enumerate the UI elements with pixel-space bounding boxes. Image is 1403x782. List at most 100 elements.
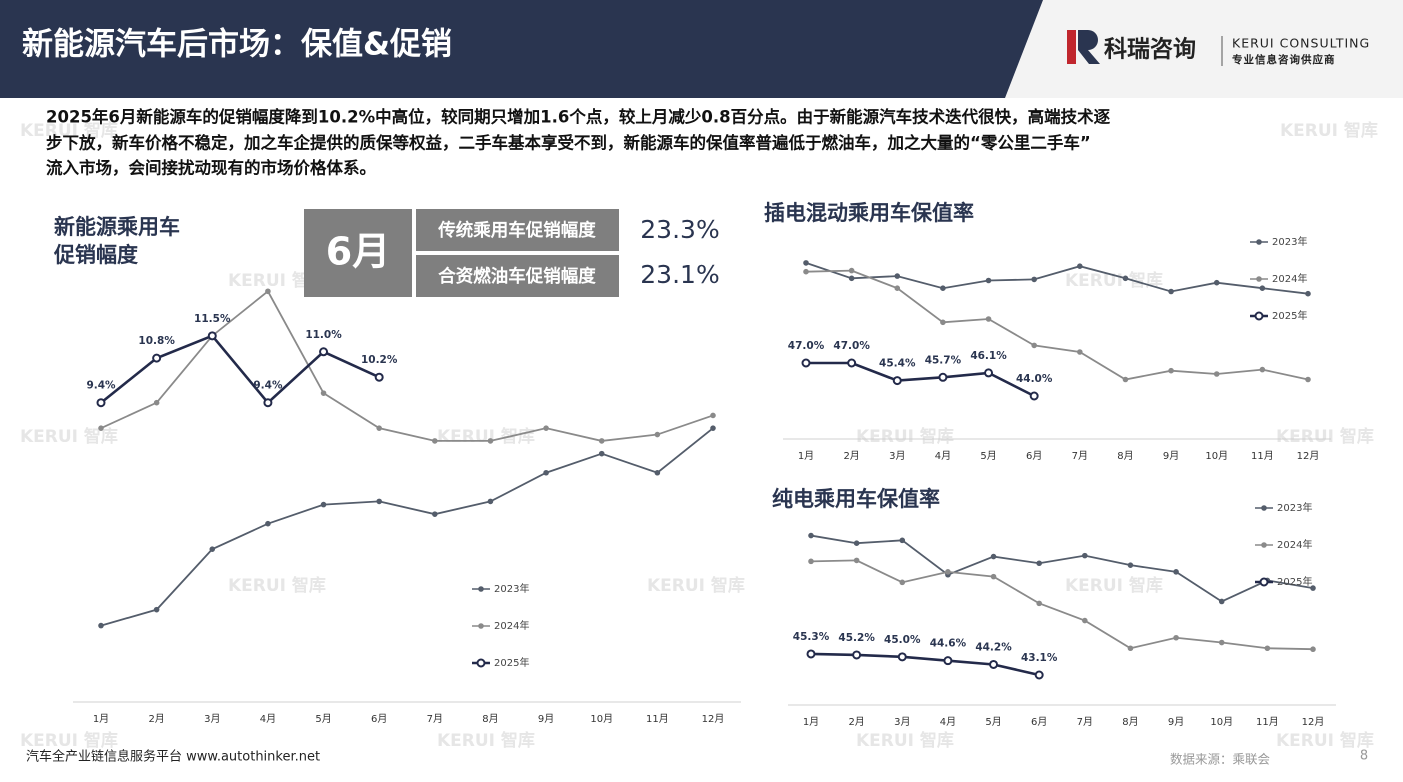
footer-left: 汽车全产业链信息服务平台 www.autothinker.net [26,749,320,765]
point [848,267,855,274]
point [803,268,809,275]
x-tick-label: 11月 [1251,450,1274,462]
watermark: KERUI 智库 [1276,426,1374,447]
series-line [100,289,714,442]
legend-label: 2025年 [494,656,529,669]
series-line [810,652,1040,677]
point [265,520,271,527]
point [853,540,860,547]
point [1213,279,1220,286]
x-tick-label: 12月 [1302,716,1325,728]
x-tick-label: 8月 [1122,716,1138,728]
point [320,390,327,396]
point [808,532,814,539]
point [1305,290,1311,297]
logo-icon [1067,30,1100,64]
point [432,438,438,444]
series-line [810,559,1314,651]
x-tick-label: 2月 [148,713,164,725]
point [899,537,906,544]
point [938,372,948,382]
page-number: 8 [1360,749,1368,764]
series-line [810,534,1314,603]
x-tick-label: 6月 [1031,716,1047,728]
point [990,553,997,560]
watermark: KERUI 智库 [1065,270,1163,291]
legend-label: 2024年 [1272,272,1307,285]
legend-marker [1256,276,1262,282]
x-tick-label: 9月 [538,713,554,725]
point [1305,376,1311,383]
legend-marker [478,623,484,629]
data-label: 44.6% [930,638,967,650]
x-tick-label: 9月 [1168,716,1184,728]
legend-label: 2024年 [494,619,529,632]
x-tick-label: 6月 [1026,450,1042,462]
point [153,606,160,613]
legend-marker [1261,542,1267,548]
legend-label: 2023年 [494,582,529,595]
point [985,316,992,322]
point [1036,560,1042,567]
point [1077,263,1083,270]
x-tick-label: 4月 [260,713,276,725]
data-label: 43.1% [1021,652,1058,664]
x-tick-label: 7月 [427,713,443,725]
point [990,573,997,580]
point [989,659,999,669]
legend-label: 2025年 [1272,309,1307,322]
chart-title: 插电混动乘用车保值率 [764,201,974,225]
point [899,579,906,586]
brand: 科瑞咨询 [1104,36,1196,63]
legend-marker [476,658,486,668]
legend-marker [1261,505,1267,511]
point [894,273,901,279]
point [1082,552,1088,559]
point [1218,598,1225,605]
watermark: KERUI 智库 [1276,730,1374,751]
point [1218,639,1225,646]
data-label: 45.3% [793,631,830,643]
point [432,511,438,517]
watermark: KERUI 智库 [1280,120,1378,141]
point [152,353,162,363]
point [1173,634,1179,641]
legend-label: 2024年 [1277,538,1312,551]
data-label: 45.7% [925,354,962,366]
point [852,650,862,660]
x-tick-label: 12月 [702,713,725,725]
point [1310,646,1316,653]
series-line [100,334,380,405]
brand-tagline: 专业信息咨询供应商 [1232,53,1336,66]
point [1036,600,1042,607]
x-tick-label: 9月 [1163,450,1179,462]
point [940,285,946,292]
point [1173,569,1179,575]
point [543,469,549,476]
data-label: 47.0% [833,340,870,352]
point [1077,349,1083,355]
watermark: KERUI 智库 [20,426,118,447]
x-tick-label: 11月 [1256,716,1279,728]
x-tick-label: 1月 [93,713,109,725]
series-line [806,361,1035,398]
footer-source: 数据来源：乘联会 [1170,752,1271,767]
point [319,347,329,357]
watermark: KERUI 智库 [856,730,954,751]
watermark: KERUI 智库 [20,730,118,751]
x-tick-label: 4月 [940,716,956,728]
month-label: 6月 [326,230,390,274]
point [1264,645,1271,652]
month-box [304,209,412,297]
point [1127,645,1134,652]
legend-marker [1254,311,1264,321]
point [374,372,384,382]
point [1259,285,1266,292]
x-tick-label: 11月 [646,713,669,725]
x-tick-label: 10月 [590,713,613,725]
point [207,331,217,341]
watermark: KERUI 智库 [437,730,535,751]
watermark: KERUI 智库 [1065,575,1163,596]
x-tick-label: 5月 [315,713,331,725]
